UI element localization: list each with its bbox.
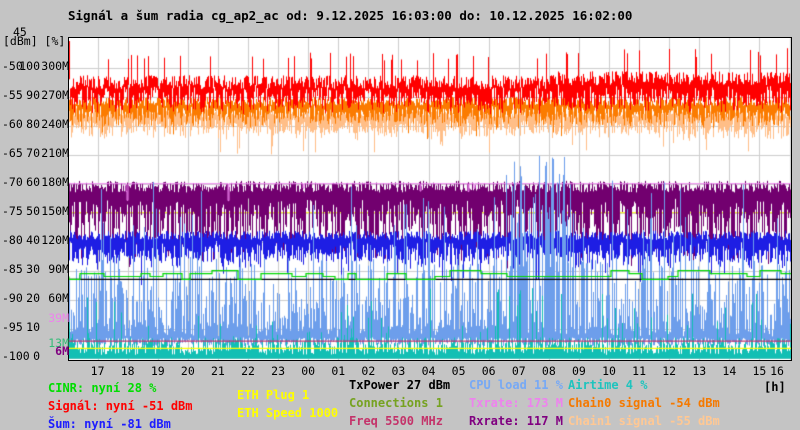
axis-top-scale-label: 45 <box>13 25 27 39</box>
y-tick-pct: 70 <box>26 146 40 160</box>
x-tick-hour: 02 <box>361 364 376 378</box>
y-tick-dbm: -65 <box>2 146 23 160</box>
legend-chain0: Chain0 signal -54 dBm <box>568 396 720 410</box>
legend-chain1: Chain1 signal -55 dBm <box>568 414 720 428</box>
x-tick-hour: 05 <box>451 364 466 378</box>
y-marker-13M: 13M <box>48 336 69 350</box>
legend-rxrate: Rxrate: 117 M <box>469 414 563 428</box>
x-tick-hour: 21 <box>210 364 225 378</box>
y-tick-mbit: 270M <box>41 88 69 102</box>
x-tick-hour: 16 <box>770 364 784 378</box>
y-tick-dbm: -95 <box>2 320 23 334</box>
legend-txpower: TxPower 27 dBm <box>349 378 451 392</box>
y-tick-mbit: 180M <box>41 175 69 189</box>
y-tick-dbm: -70 <box>2 175 23 189</box>
y-tick-pct: 40 <box>26 233 40 247</box>
x-tick-hour: 07 <box>511 364 526 378</box>
y-tick-dbm: -55 <box>2 88 23 102</box>
x-axis-unit-label: [h] <box>764 380 786 394</box>
x-tick-hour: 01 <box>331 364 346 378</box>
legend-connections: Connections 1 <box>349 396 443 410</box>
y-tick-dbm: -100 <box>2 349 30 363</box>
axis-unit-label: [dBm] [%] <box>3 34 66 48</box>
x-tick-hour: 06 <box>481 364 496 378</box>
legend-eth-plug: ETH Plug 1 <box>237 388 310 402</box>
legend-cinr: CINR: nyní 28 % <box>48 381 157 395</box>
legend-airtime: Airtime 4 % <box>568 378 648 392</box>
y-tick-mbit: 300M <box>41 59 69 73</box>
legend-signal: Signál: nyní -51 dBm <box>48 399 193 413</box>
x-tick-hour: 23 <box>271 364 286 378</box>
y-tick-dbm: -90 <box>2 291 23 305</box>
y-tick-pct: 90 <box>26 88 40 102</box>
x-tick-hour: 12 <box>662 364 677 378</box>
x-tick-hour: 14 <box>722 364 737 378</box>
x-tick-hour: 00 <box>301 364 316 378</box>
y-tick-pct: 20 <box>26 291 40 305</box>
page-title: Signál a šum radia cg_ap2_ac od: 9.12.20… <box>68 8 633 23</box>
x-tick-hour: 08 <box>541 364 556 378</box>
y-tick-mbit: 240M <box>41 117 69 131</box>
legend-noise: Šum: nyní -81 dBm <box>48 417 171 430</box>
y-marker-6M: 6M <box>55 344 69 358</box>
x-tick-hour: 22 <box>241 364 255 378</box>
y-tick-mbit: 150M <box>41 204 69 218</box>
x-tick-hour: 11 <box>632 364 647 378</box>
legend-cpu-load: CPU load 11 % <box>469 378 563 392</box>
y-tick-pct: 0 <box>33 349 40 363</box>
y-tick-dbm: -85 <box>2 262 23 276</box>
legend-eth-speed: ETH Speed 1000 <box>237 406 339 420</box>
x-tick-hour: 10 <box>602 364 616 378</box>
y-tick-dbm: -80 <box>2 233 23 247</box>
y-tick-dbm: -60 <box>2 117 23 131</box>
y-tick-pct: 100 <box>19 59 40 73</box>
x-tick-hour: 13 <box>692 364 707 378</box>
signal-noise-chart-canvas <box>68 37 792 361</box>
x-tick-hour: 19 <box>150 364 165 378</box>
y-tick-pct: 30 <box>26 262 40 276</box>
x-tick-hour: 15 <box>752 364 767 378</box>
y-tick-mbit: 90M <box>48 262 69 276</box>
y-marker-39M: 39M <box>48 311 69 325</box>
x-tick-hour: 17 <box>90 364 105 378</box>
x-tick-hour: 09 <box>571 364 586 378</box>
y-tick-mbit: 60M <box>48 291 69 305</box>
x-tick-hour: 18 <box>120 364 135 378</box>
y-tick-dbm: -75 <box>2 204 23 218</box>
y-tick-pct: 80 <box>26 117 40 131</box>
legend-txrate: Txrate: 173 M <box>469 396 563 410</box>
y-tick-mbit: 120M <box>41 233 69 247</box>
legend-freq: Freq 5500 MHz <box>349 414 443 428</box>
x-tick-hour: 04 <box>421 364 436 378</box>
y-tick-pct: 60 <box>26 175 40 189</box>
x-tick-hour: 20 <box>180 364 195 378</box>
y-tick-dbm: -50 <box>2 59 23 73</box>
y-tick-pct: 50 <box>26 204 40 218</box>
y-tick-mbit: 210M <box>41 146 69 160</box>
x-tick-hour: 03 <box>391 364 406 378</box>
y-tick-pct: 10 <box>26 320 40 334</box>
